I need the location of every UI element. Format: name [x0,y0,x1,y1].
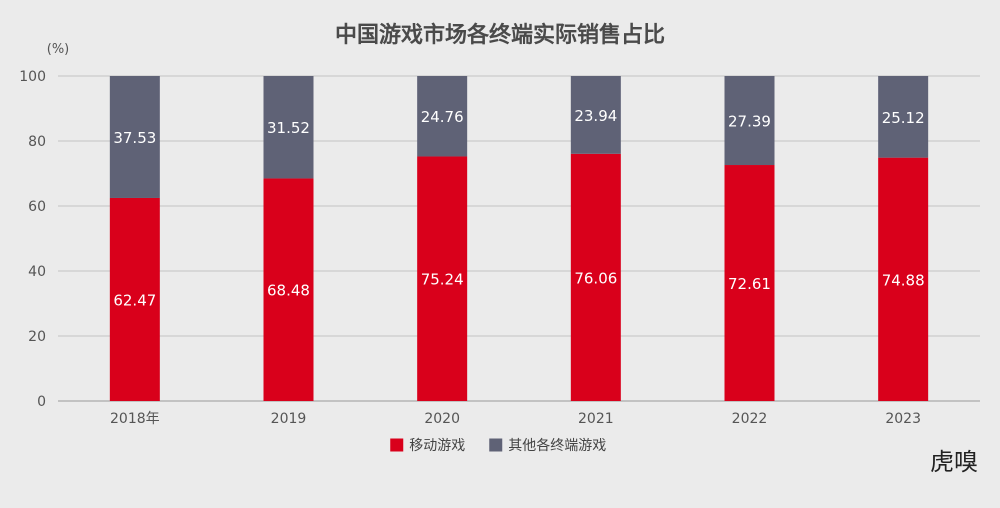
bar-segment-mobile [724,165,775,401]
x-tick-label: 2022 [732,411,768,427]
bar-value-label: 23.94 [574,107,617,125]
bars: 62.47 37.53 68.48 31.52 75.24 24.76 76.06 23.94… [109,76,929,401]
bar-value-label: 68.48 [267,282,310,300]
bar-value-label: 25.12 [882,109,925,127]
y-tick-label: 40 [28,264,46,280]
bar-segment-other [570,76,621,154]
bar-value-label: 62.47 [113,291,156,309]
x-tick-label: 2020 [424,411,460,427]
y-axis-ticks: 0 20 40 60 80 100 [19,69,46,410]
bar-value-label: 72.61 [728,275,771,293]
x-tick-label: 2021 [578,411,614,427]
legend: 移动游戏 其他各终端游戏 [390,438,606,454]
bar-value-label: 27.39 [728,113,771,131]
bar-segment-mobile [878,157,929,401]
y-tick-label: 60 [28,199,46,215]
legend-swatch-other [489,438,503,452]
x-tick-label: 2023 [885,411,921,427]
bar-value-label: 75.24 [421,271,464,289]
bar-segment-mobile [570,153,621,401]
huxiu-logo: 虎嗅 [930,448,978,476]
bar-value-label: 24.76 [421,108,464,126]
y-tick-label: 20 [28,329,46,345]
bar-segment-other [878,76,929,158]
y-tick-label: 80 [28,134,46,150]
bar-segment-mobile [263,178,314,401]
legend-label-other: 其他各终端游戏 [508,438,606,454]
y-tick-label: 0 [37,394,46,410]
legend-swatch-mobile [390,438,404,452]
bar-value-label: 76.06 [574,269,617,287]
x-tick-label: 2018年 [110,411,160,427]
bar-segment-mobile [109,197,160,401]
bar-segment-mobile [417,156,468,401]
bar-segment-other [417,76,468,157]
bar-segment-other [263,76,314,179]
x-axis-ticks: 2018年 2019 2020 2021 2022 2023 [110,411,921,427]
chart-title: 中国游戏市场各终端实际销售占比 [335,22,665,48]
legend-label-mobile: 移动游戏 [409,438,465,454]
bar-value-label: 37.53 [113,129,156,147]
y-tick-label: 100 [19,69,46,85]
bar-value-label: 74.88 [882,271,925,289]
gridlines [58,75,980,402]
y-axis-unit: (%) [47,42,70,57]
x-tick-label: 2019 [271,411,307,427]
bar-segment-other [724,76,775,166]
bar-value-label: 31.52 [267,119,310,137]
bar-segment-other [109,76,160,198]
